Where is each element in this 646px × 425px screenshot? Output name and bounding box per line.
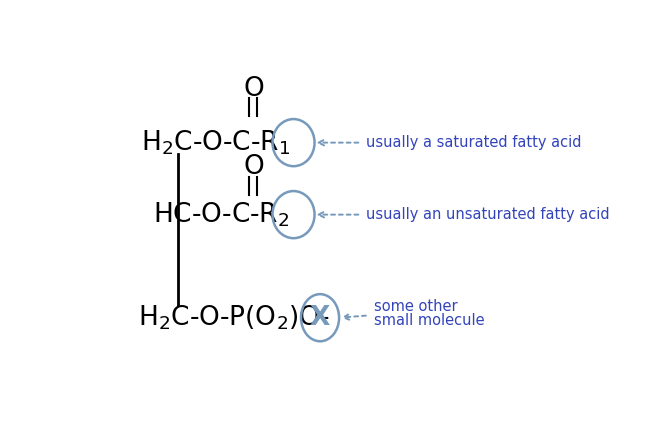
Text: usually an unsaturated fatty acid: usually an unsaturated fatty acid [366,207,610,222]
Text: X: X [310,305,330,331]
Text: some other: some other [373,299,457,314]
Text: usually a saturated fatty acid: usually a saturated fatty acid [366,135,581,150]
Text: O: O [243,76,264,102]
Text: small molecule: small molecule [373,314,484,329]
Text: O: O [243,154,264,180]
Text: H$_2$C-O-C-R$_1$: H$_2$C-O-C-R$_1$ [141,128,290,157]
Text: H$_2$C-O-P(O$_2$)O-: H$_2$C-O-P(O$_2$)O- [138,303,330,332]
Text: HC-O-C-R$_2$: HC-O-C-R$_2$ [153,200,290,229]
